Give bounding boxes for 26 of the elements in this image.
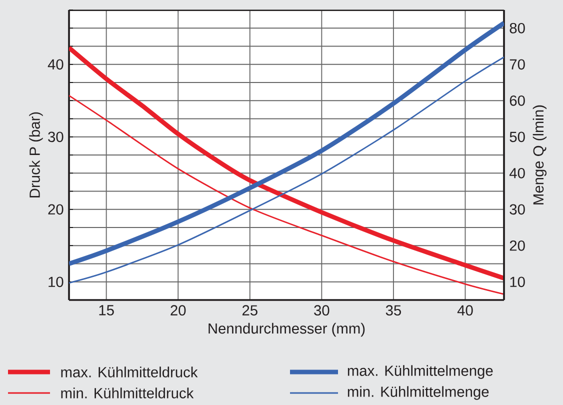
legend-label: max. Kühlmittelmenge	[348, 365, 493, 379]
y2-tick-label: 50	[510, 132, 525, 142]
legend-label: max. Kühlmitteldruck	[61, 366, 198, 378]
x-tick-label: 20	[170, 305, 186, 316]
x-tick-label: 35	[386, 305, 401, 316]
y2-tick-label: 80	[510, 22, 525, 34]
x-tick-label: 40	[457, 305, 473, 316]
y2-axis-title: Menge Q (lmin)	[532, 105, 547, 204]
line-series	[69, 94, 504, 295]
y2-tick-label: 20	[510, 240, 525, 251]
y-tick-label: 30	[48, 132, 64, 142]
y-tick-label: 40	[48, 59, 64, 70]
y2-tick-label: 70	[510, 59, 525, 70]
y2-tick-label: 30	[510, 204, 525, 215]
x-tick-label: 15	[99, 305, 114, 316]
legend-label: min. Kühlmittelmenge	[348, 386, 489, 400]
y2-tick-label: 60	[510, 95, 525, 106]
x-axis-title: Nenndurchmesser (mm)	[208, 322, 365, 337]
y2-tick-label: 40	[509, 168, 525, 178]
x-tick-label: 30	[314, 305, 330, 316]
y-tick-label: 20	[48, 204, 64, 215]
y-tick-label: 10	[48, 276, 64, 288]
x-tick-label: 25	[242, 305, 258, 316]
y-axis-title: Druck P (bar)	[29, 112, 43, 198]
legend-label: min. Kühlmitteldruck	[61, 388, 194, 398]
y2-tick-label: 10	[510, 276, 525, 288]
